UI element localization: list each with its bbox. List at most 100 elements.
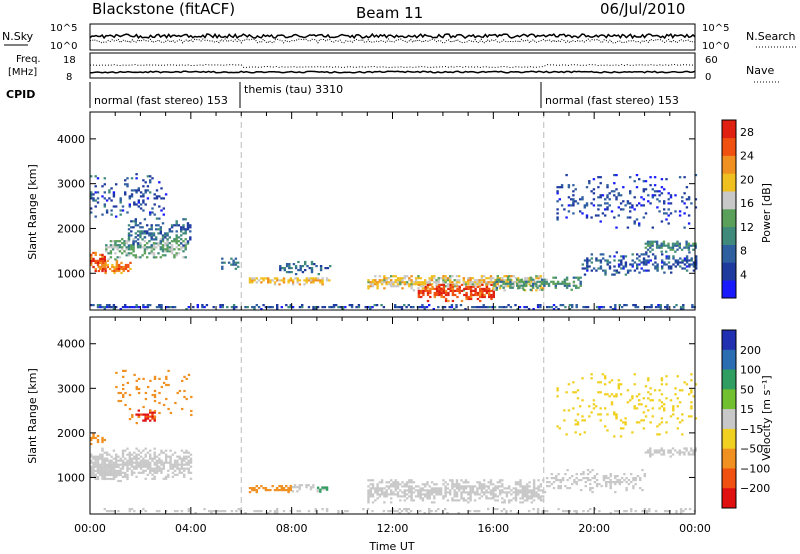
echo-cell [90,193,93,196]
echo-cell [380,279,384,282]
echo-cell [665,250,668,253]
echo-cell [399,483,402,486]
echo-cell [570,204,573,207]
echo-cell [512,497,515,500]
echo-cell [312,277,315,280]
echo-cell [599,196,602,199]
echo-cell [660,220,664,223]
echo-cell [171,306,175,309]
echo-cell [685,255,689,258]
echo-cell [617,383,620,386]
echo-cell [428,277,431,280]
echo-cell [410,495,413,498]
echo-cell [186,228,190,231]
echo-cell [582,306,585,309]
echo-cell [690,401,693,404]
echo-cell [112,477,116,481]
echo-cell [550,473,553,476]
colorbar-swatch [722,389,736,410]
echo-cell [119,213,122,216]
echo-cell [135,457,138,460]
echo-cell [505,512,508,515]
echo-cell [548,481,551,484]
echo-cell [690,259,693,262]
echo-cell [103,461,106,464]
echo-cell [500,510,503,513]
echo-cell [599,259,603,262]
echo-cell [599,182,602,185]
echo-cell [115,371,118,374]
echo-cell [166,250,169,253]
echo-cell [502,280,505,283]
echo-cell [552,282,555,285]
echo-cell [463,293,466,297]
echo-cell [586,469,590,472]
echo-cell [574,419,577,422]
echo-cell [223,261,226,264]
echo-cell [613,273,616,276]
echo-cell [141,254,144,257]
echo-cell [597,204,600,207]
echo-cell [629,202,632,205]
echo-cell [161,254,165,257]
echo-cell [158,306,161,309]
echo-cell [629,206,632,209]
echo-cell [681,259,684,262]
echo-cell [369,306,372,309]
echo-cell [319,281,322,284]
echo-cell [103,471,106,475]
echo-cell [142,377,145,380]
echo-cell [608,261,612,264]
echo-cell [160,197,163,200]
echo-cell [187,455,190,458]
echo-cell [401,281,404,284]
echo-cell [591,469,594,472]
echo-cell [130,248,133,251]
echo-cell [173,465,177,468]
echo-cell [667,198,670,201]
echo-cell [278,283,281,286]
echo-cell [90,253,93,256]
echo-cell [548,306,551,309]
echo-cell [467,501,470,504]
echo-cell [613,395,616,398]
echo-cell [667,246,670,249]
echo-cell [315,265,318,268]
echo-cell [273,281,277,284]
echo-cell [661,259,664,262]
echo-cell [367,479,370,482]
echo-cell [581,196,584,199]
echo-cell [634,510,637,513]
echo-cell [110,510,113,513]
echo-cell [108,453,111,456]
echo-cell [539,275,543,278]
echo-cell [647,255,650,258]
echo-cell [678,453,681,456]
echo-cell [182,244,185,247]
echo-cell [625,510,628,513]
echo-cell [148,228,151,231]
echo-cell [149,449,152,452]
echo-cell [383,487,386,490]
echo-cell [171,465,175,468]
echo-cell [155,246,158,249]
echo-cell [455,281,459,284]
y-tick-label: 2000 [57,222,85,235]
echo-cell [189,230,192,233]
echo-cell [104,271,107,275]
echo-cell [122,369,125,372]
echo-cell [442,495,445,498]
echo-cell [630,473,633,476]
echo-cell [410,275,413,278]
echo-cell [135,413,138,416]
echo-cell [108,304,111,307]
echo-cell [480,279,484,282]
echo-cell [146,415,150,418]
echo-cell [656,198,659,201]
echo-cell [136,234,140,237]
echo-cell [223,510,227,513]
echo-cell [173,459,177,462]
echo-cell [130,220,133,223]
echo-cell [410,279,413,282]
echo-cell [130,189,134,192]
